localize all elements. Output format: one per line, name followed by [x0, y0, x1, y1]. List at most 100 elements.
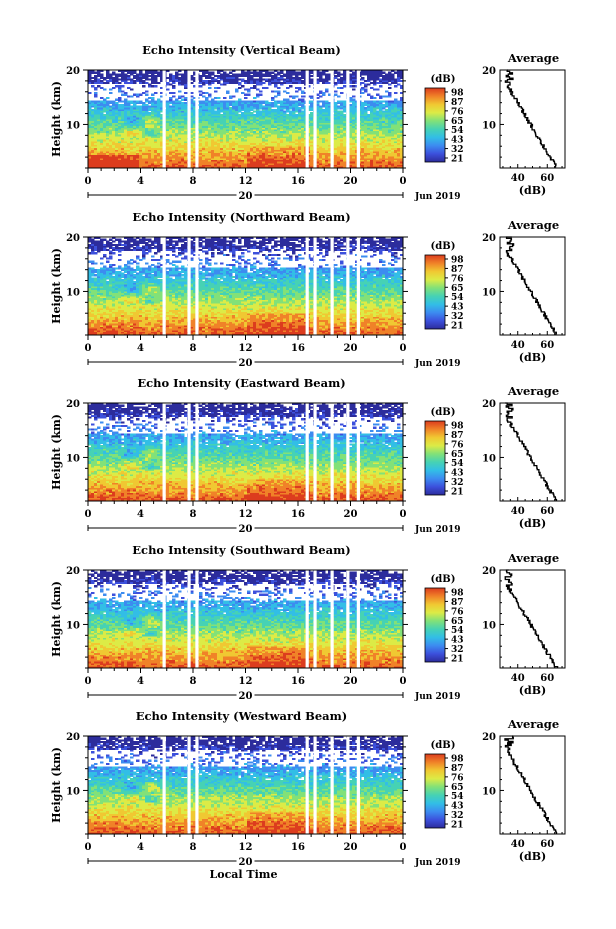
heat-cell: [133, 100, 136, 102]
heat-cell: [136, 100, 139, 102]
heat-cell: [319, 105, 322, 107]
heat-cell: [217, 87, 220, 89]
heat-cell: [178, 77, 181, 79]
heat-cell: [253, 78, 256, 80]
heat-cell: [94, 72, 97, 74]
panel-1: Echo Intensity (Vertical Beam)1020Height…: [50, 43, 565, 202]
heat-cell: [166, 100, 169, 102]
heat-cell: [394, 92, 397, 94]
heat-cell: [295, 90, 298, 92]
heat-cell: [223, 72, 226, 74]
heat-cell: [100, 80, 103, 82]
heat-cell: [391, 100, 394, 102]
heat-cell: [202, 80, 205, 82]
heat-cell: [298, 77, 301, 79]
heat-cell: [136, 73, 139, 75]
heat-cell: [340, 100, 343, 102]
heat-cell: [166, 77, 169, 79]
heat-cell: [295, 87, 298, 89]
heat-cell: [256, 78, 259, 80]
heat-cell: [280, 82, 283, 84]
heat-cell: [172, 85, 175, 87]
heat-cell: [376, 111, 379, 113]
heat-cell: [256, 72, 259, 74]
heat-cell: [88, 92, 91, 94]
heat-cell: [208, 100, 211, 102]
heat-cell: [175, 72, 178, 74]
heat-cell: [277, 87, 280, 89]
heat-cell: [361, 82, 364, 84]
heat-cell: [112, 87, 115, 89]
heat-cell: [247, 89, 250, 91]
heat-cell: [322, 92, 325, 94]
heat-cell: [274, 100, 277, 102]
heat-cell: [115, 99, 118, 101]
heat-cell: [211, 72, 214, 74]
heat-cell: [310, 75, 313, 77]
heat-cell: [220, 114, 223, 116]
heat-cell: [283, 99, 286, 101]
heat-cell: [265, 100, 268, 102]
heat-cell: [247, 100, 250, 102]
heat-cell: [259, 90, 262, 92]
heat-cell: [148, 100, 151, 102]
heat-cell: [184, 97, 187, 99]
heat-cell: [364, 107, 367, 109]
heat-cell: [232, 100, 235, 102]
heat-cell: [277, 72, 280, 74]
heat-cell: [184, 92, 187, 94]
heat-cell: [340, 87, 343, 89]
heat-cell: [133, 94, 136, 96]
heat-cell: [241, 92, 244, 94]
heat-cell: [334, 94, 337, 96]
heat-cell: [370, 100, 373, 102]
heat-cell: [334, 75, 337, 77]
heat-cell: [133, 80, 136, 82]
heat-cell: [322, 78, 325, 80]
heat-cell: [373, 97, 376, 99]
heat-cell: [268, 72, 271, 74]
heat-cell: [214, 111, 217, 113]
heat-cell: [220, 73, 223, 75]
heat-cell: [298, 87, 301, 89]
heat-cell: [217, 75, 220, 77]
heat-cell: [271, 90, 274, 92]
heat-cell: [133, 75, 136, 77]
heat-cell: [256, 100, 259, 102]
heat-cell: [244, 100, 247, 102]
heat-cell: [250, 112, 253, 114]
heat-cell: [340, 73, 343, 75]
heat-cell: [367, 84, 370, 86]
heat-cell: [121, 90, 124, 92]
heat-cell: [172, 100, 175, 102]
heat-cell: [205, 92, 208, 94]
heat-cell: [241, 85, 244, 87]
heat-cell: [214, 78, 217, 80]
heat-cell: [178, 95, 181, 97]
heat-cell: [334, 90, 337, 92]
heat-cell: [208, 87, 211, 89]
heat-cell: [376, 89, 379, 91]
heat-cell: [280, 100, 283, 102]
heat-cell: [214, 100, 217, 102]
heat-cell: [334, 102, 337, 104]
heat-cell: [205, 75, 208, 77]
heat-cell: [244, 97, 247, 99]
heat-cell: [154, 85, 157, 87]
heat-cell: [118, 82, 121, 84]
heat-cell: [127, 82, 130, 84]
heat-cell: [109, 89, 112, 91]
heat-cell: [343, 85, 346, 87]
heat-cell: [385, 90, 388, 92]
heat-cell: [145, 90, 148, 92]
heat-cell: [100, 100, 103, 102]
heat-cell: [310, 112, 313, 114]
heat-cell: [382, 104, 385, 106]
heat-cell: [130, 78, 133, 80]
heat-cell: [121, 104, 124, 106]
heat-cell: [271, 97, 274, 99]
heat-cell: [352, 89, 355, 91]
heat-cell: [301, 80, 304, 82]
heat-cell: [361, 87, 364, 89]
heat-cell: [220, 84, 223, 86]
